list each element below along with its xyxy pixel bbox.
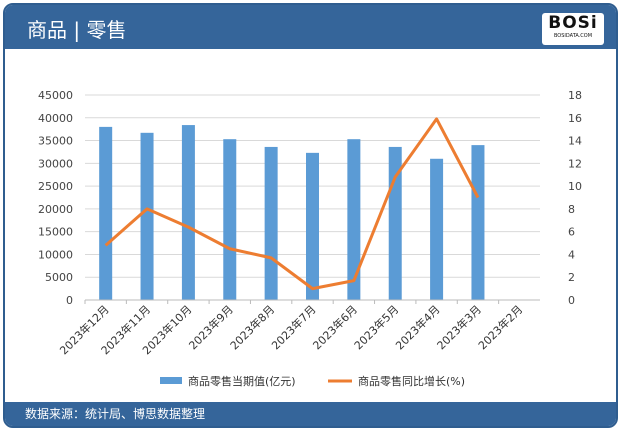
- bar: [306, 152, 319, 300]
- y-right-tick: 2: [568, 271, 575, 284]
- header-bar: 商品 | 零售 BOSi BOSIDATA.COM: [5, 5, 616, 49]
- line-series: [104, 117, 480, 291]
- legend-line-label: 商品零售同比增长(%): [358, 374, 465, 388]
- legend-bar-label: 商品零售当期值(亿元): [188, 374, 296, 388]
- bar: [430, 158, 444, 300]
- bar: [264, 146, 278, 300]
- bar: [99, 126, 113, 300]
- y-right-tick: 18: [568, 89, 582, 102]
- y-left-tick: 30000: [38, 157, 73, 170]
- y-left-tick: 40000: [38, 112, 73, 125]
- y-left-tick: 20000: [38, 203, 73, 216]
- bar: [471, 145, 485, 300]
- y-right-tick: 14: [568, 135, 582, 148]
- bosi-logo: BOSi BOSIDATA.COM: [542, 13, 604, 45]
- bar: [140, 132, 154, 300]
- bar: [223, 139, 237, 300]
- y-left-tick: 35000: [38, 135, 73, 148]
- y-right-tick: 4: [568, 248, 575, 261]
- y-left-tick: 45000: [38, 89, 73, 102]
- chart-frame: 商品 | 零售 BOSi BOSIDATA.COM 数据来源：统计局、博思数据整理: [3, 3, 618, 428]
- y-right-tick: 16: [568, 112, 582, 125]
- y-left-tick: 25000: [38, 180, 73, 193]
- y-right-tick: 10: [568, 180, 582, 193]
- bar: [181, 125, 195, 300]
- y-left-tick: 10000: [38, 248, 73, 261]
- y-right-tick: 12: [568, 157, 582, 170]
- y-right-tick: 8: [568, 203, 575, 216]
- y-left-tick: 5000: [45, 271, 73, 284]
- y-left-tick: 0: [66, 294, 73, 307]
- y-right-tick: 0: [568, 294, 575, 307]
- x-tick-label: 2023年2月: [475, 302, 525, 352]
- page-title: 商品 | 零售: [27, 18, 127, 42]
- y-right-tick: 6: [568, 226, 575, 239]
- y-left-tick: 15000: [38, 226, 73, 239]
- bar: [347, 139, 361, 300]
- source-footer: 数据来源：统计局、博思数据整理: [5, 402, 616, 426]
- legend-bar-swatch: [160, 377, 182, 384]
